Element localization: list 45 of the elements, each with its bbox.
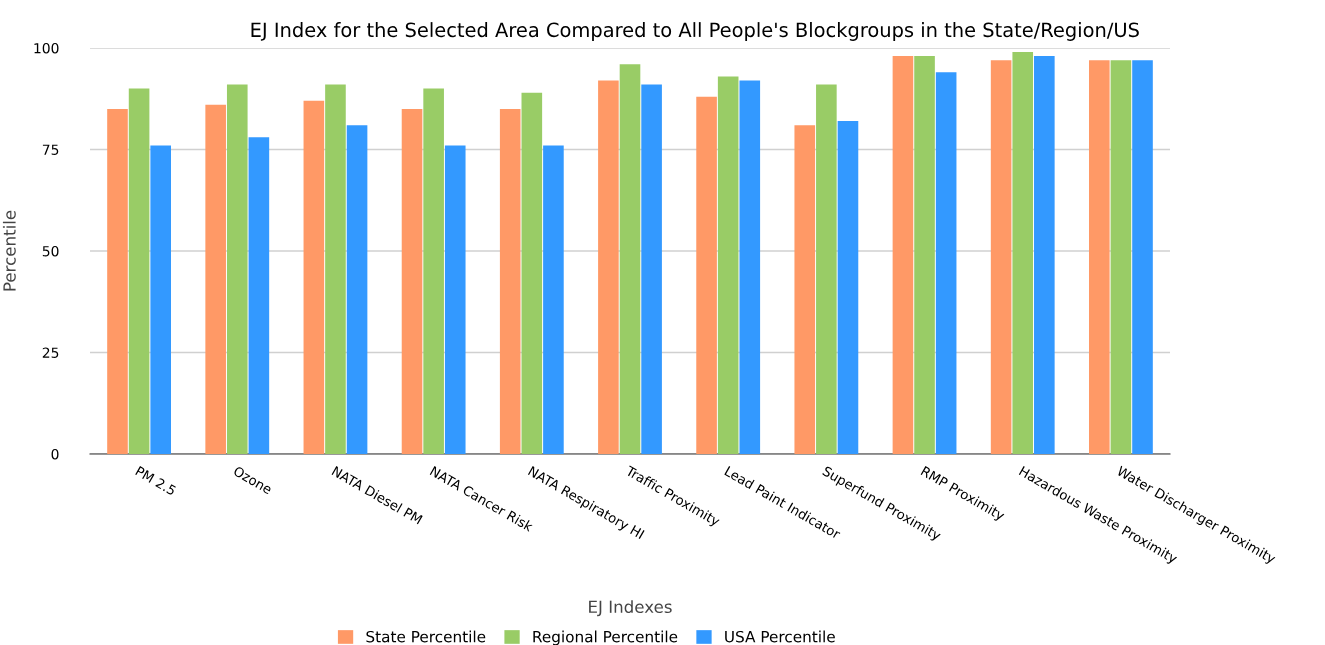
bar: [1110, 60, 1132, 454]
legend-label: Regional Percentile: [533, 630, 678, 645]
chart-title: EJ Index for the Selected Area Compared to All People's Blockgroups in the State/Region/US: [251, 22, 1139, 41]
bar: [1132, 60, 1153, 454]
bar: [739, 80, 761, 454]
bar: [794, 125, 816, 454]
bar: [444, 145, 466, 454]
bar: [1034, 56, 1055, 454]
legend-label: USA Percentile: [725, 630, 835, 643]
bar: [837, 121, 859, 454]
bar: [107, 108, 128, 454]
bar: [914, 56, 935, 454]
y-tick-label: 100: [34, 42, 59, 54]
bar: [1012, 52, 1034, 454]
bar: [990, 60, 1012, 454]
bar: [226, 84, 248, 454]
y-tick-label: 0: [51, 448, 59, 460]
x-axis-title: EJ Indexes: [589, 600, 672, 617]
bar: [248, 137, 270, 454]
bar: [717, 76, 739, 454]
y-tick-label: 75: [42, 144, 59, 155]
bar: [598, 80, 619, 454]
bar: [892, 56, 914, 454]
bar: [401, 108, 423, 454]
y-tick-label: 50: [42, 245, 59, 257]
bar: [128, 88, 150, 454]
bar: [641, 84, 662, 454]
bar: [696, 96, 717, 454]
bar: [619, 64, 641, 454]
y-tick-label: 25: [42, 347, 59, 358]
bar: [303, 100, 325, 454]
bar: [935, 72, 957, 454]
bar: [325, 84, 346, 454]
y-axis-title: Percentile: [2, 210, 16, 291]
bar: [150, 145, 171, 454]
x-tick-label: PM 2.5: [135, 465, 177, 496]
bar: [543, 145, 564, 454]
bar: [816, 84, 837, 454]
bar: [1089, 60, 1110, 454]
bar: [205, 104, 226, 454]
bar: [423, 88, 444, 454]
bar: [499, 108, 521, 454]
bar: [521, 92, 543, 454]
bar: [346, 125, 368, 454]
legend-label: State Percentile: [366, 630, 486, 643]
